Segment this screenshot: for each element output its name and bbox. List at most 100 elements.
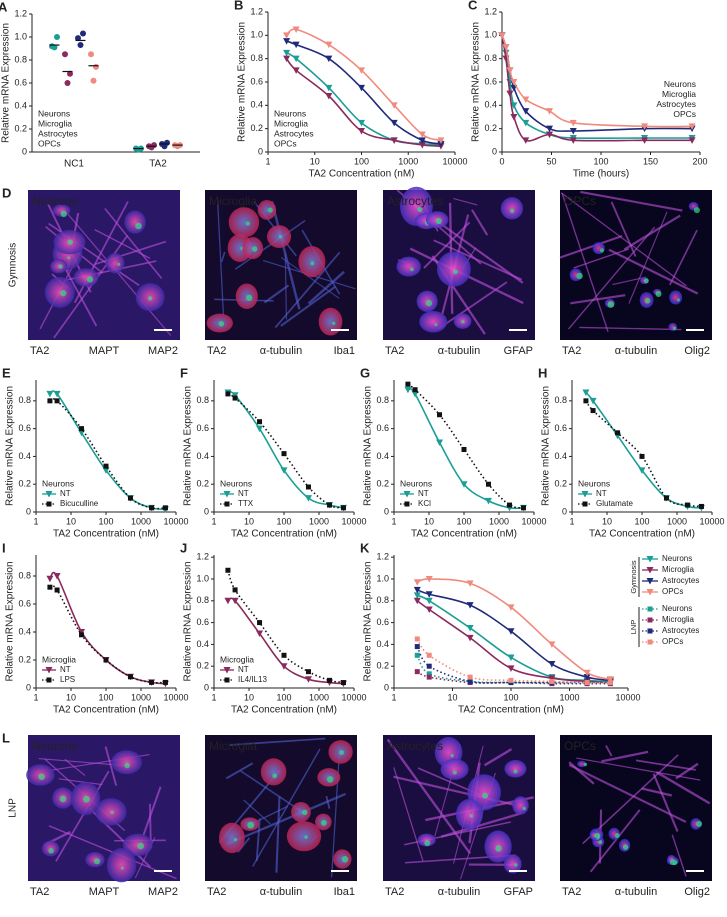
channel-label: TA2: [562, 886, 581, 898]
cell: [504, 760, 527, 778]
marker: [425, 597, 433, 605]
ta2-signal: [124, 762, 130, 769]
marker: [569, 119, 577, 127]
process: [263, 284, 290, 304]
y-tick-label: 0.6: [196, 423, 209, 433]
marker: [548, 675, 556, 682]
marker: [698, 503, 704, 509]
marker: [646, 578, 654, 585]
process: [568, 761, 595, 785]
marker: [466, 634, 474, 642]
marker: [223, 491, 231, 498]
ta2-signal: [469, 814, 473, 818]
x-tick-label: 10000: [341, 516, 366, 526]
y-tick-label: 1.2: [376, 552, 389, 562]
x-tick-label: 10: [310, 156, 320, 166]
ta2-signal: [251, 246, 258, 252]
marker: [162, 505, 168, 511]
y-tick-label: 0.8: [250, 53, 263, 63]
marker: [418, 131, 426, 138]
process: [225, 762, 254, 780]
channel-label: TA2: [562, 345, 581, 357]
marker: [460, 481, 468, 488]
ta2-signal: [461, 319, 465, 324]
legend-label: OPCs: [274, 138, 297, 148]
marker: [47, 398, 53, 404]
y-tick-label: 0.2: [14, 123, 27, 133]
channel-label: MAPT: [89, 886, 120, 898]
y-tick-label: 0: [204, 506, 209, 516]
legend-label: Neurons: [662, 604, 692, 613]
cell: [260, 758, 287, 786]
x-tick-label: 1: [391, 516, 396, 526]
channel-label: Iba1: [334, 886, 355, 898]
x-axis-label: TA2 Concentration (nM): [411, 529, 517, 540]
cell: [512, 796, 529, 815]
ta2-signal: [482, 792, 489, 799]
marker: [224, 677, 230, 683]
cell: [455, 798, 483, 830]
legend-label: Astrocytes: [274, 128, 314, 138]
marker: [292, 55, 300, 63]
ta2-signal: [267, 207, 273, 213]
process: [559, 235, 623, 259]
x-tick-label: 150: [643, 156, 658, 166]
y-axis-label: Relative mRNA Expression: [183, 561, 194, 681]
x-tick-label: 1000: [489, 516, 509, 526]
y-tick-label: 0.4: [376, 451, 389, 461]
ta2-signal: [339, 750, 345, 755]
marker: [102, 467, 110, 474]
marker: [304, 676, 312, 683]
ta2-signal: [594, 832, 600, 839]
y-axis-label: Relative mRNA Expression: [183, 386, 194, 506]
process: [437, 281, 508, 330]
marker: [549, 678, 555, 684]
cell: [291, 801, 311, 823]
x-tick-label: 100: [98, 516, 113, 526]
y-tick-label: 0.6: [376, 617, 389, 627]
marker: [615, 430, 621, 436]
y-axis-label: Relative mRNA Expression: [5, 386, 16, 506]
y-tick-label: 0: [26, 682, 31, 692]
legend-label: Glutamate: [596, 499, 633, 508]
legend-label: Microglia: [274, 118, 308, 128]
legend-label: Microglia: [662, 615, 695, 624]
marker: [507, 604, 515, 611]
y-tick-label: 0: [26, 506, 31, 516]
cell: [318, 307, 343, 336]
ta2-signal: [60, 290, 67, 297]
x-tick-label: 10000: [699, 516, 724, 526]
legend-label: LPS: [60, 675, 75, 684]
x-axis-label: TA2 Concentration (nM): [309, 169, 415, 180]
marker: [685, 502, 691, 508]
marker: [327, 502, 333, 508]
legend-label: NT: [596, 489, 607, 498]
ta2-signal: [321, 820, 327, 826]
marker: [437, 140, 445, 148]
x-axis-label: Time (hours): [573, 169, 629, 180]
marker: [506, 67, 514, 74]
panel-letter: J: [180, 540, 187, 555]
ta2-signal: [495, 845, 502, 852]
y-tick-label: 0.2: [196, 479, 209, 489]
channel-label: GFAP: [504, 886, 533, 898]
process: [216, 200, 225, 317]
legend-label: Neurons: [664, 79, 696, 89]
process: [669, 229, 698, 286]
legend-label: NT: [60, 665, 71, 674]
y-tick-label: 0: [384, 682, 389, 692]
ta2-signal: [607, 301, 615, 308]
marker: [149, 679, 155, 685]
ta2-signal: [513, 769, 518, 774]
series-line: [416, 646, 611, 684]
process: [280, 257, 340, 299]
marker: [641, 123, 649, 130]
ta2-signal: [93, 858, 101, 865]
process: [234, 219, 306, 270]
marker: [548, 661, 556, 668]
cell: [419, 310, 448, 333]
process: [560, 192, 687, 287]
cell: [503, 854, 522, 874]
panel-letter: H: [538, 365, 547, 380]
row-label: LNP: [8, 798, 19, 818]
